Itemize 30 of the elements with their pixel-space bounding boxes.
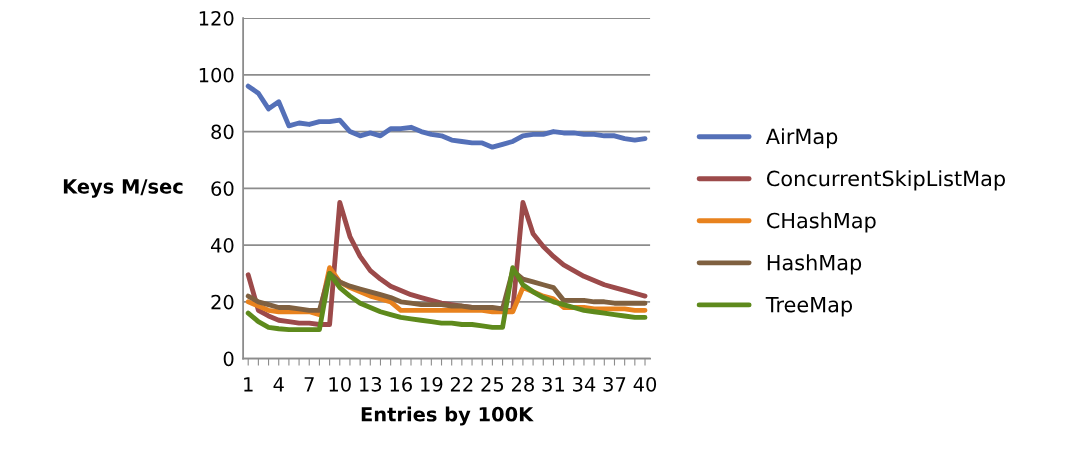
x-tick-label: 22 bbox=[450, 376, 473, 392]
y-tick-label: 40 bbox=[210, 238, 234, 253]
x-tick-label: 13 bbox=[360, 376, 382, 392]
legend-label: ConcurrentSkipListMap bbox=[766, 170, 1005, 191]
y-axis-title: Keys M/sec bbox=[63, 179, 183, 198]
y-tick-label: 120 bbox=[199, 11, 234, 26]
x-tick-label: 10 bbox=[329, 376, 351, 392]
line-series bbox=[245, 83, 648, 150]
legend-label: CHashMap bbox=[766, 212, 876, 233]
line-series bbox=[245, 265, 648, 333]
x-tick-label: 37 bbox=[603, 376, 626, 392]
y-tick-label: 0 bbox=[223, 351, 234, 367]
legend-label: HashMap bbox=[767, 254, 862, 275]
x-tick-label: 1 bbox=[244, 377, 253, 392]
x-axis-title: Entries by 100K bbox=[361, 406, 534, 426]
legend-label: AirMap bbox=[765, 128, 838, 149]
x-tick-label: 4 bbox=[273, 377, 284, 392]
x-tick-label: 34 bbox=[573, 376, 596, 392]
y-tick-label: 20 bbox=[211, 294, 234, 310]
legend-label: TreeMap bbox=[765, 296, 853, 317]
x-tick-label: 16 bbox=[390, 376, 412, 392]
y-tick-label: 100 bbox=[199, 67, 234, 83]
x-tick-label: 31 bbox=[542, 376, 565, 392]
y-tick-label: 80 bbox=[211, 124, 234, 140]
x-tick-label: 25 bbox=[481, 376, 504, 392]
x-tick-label: 19 bbox=[421, 376, 443, 392]
y-tick-label: 60 bbox=[211, 181, 234, 196]
x-tick-label: 28 bbox=[511, 376, 534, 392]
x-tick-label: 7 bbox=[304, 377, 314, 392]
x-tick-label: 40 bbox=[633, 376, 657, 392]
